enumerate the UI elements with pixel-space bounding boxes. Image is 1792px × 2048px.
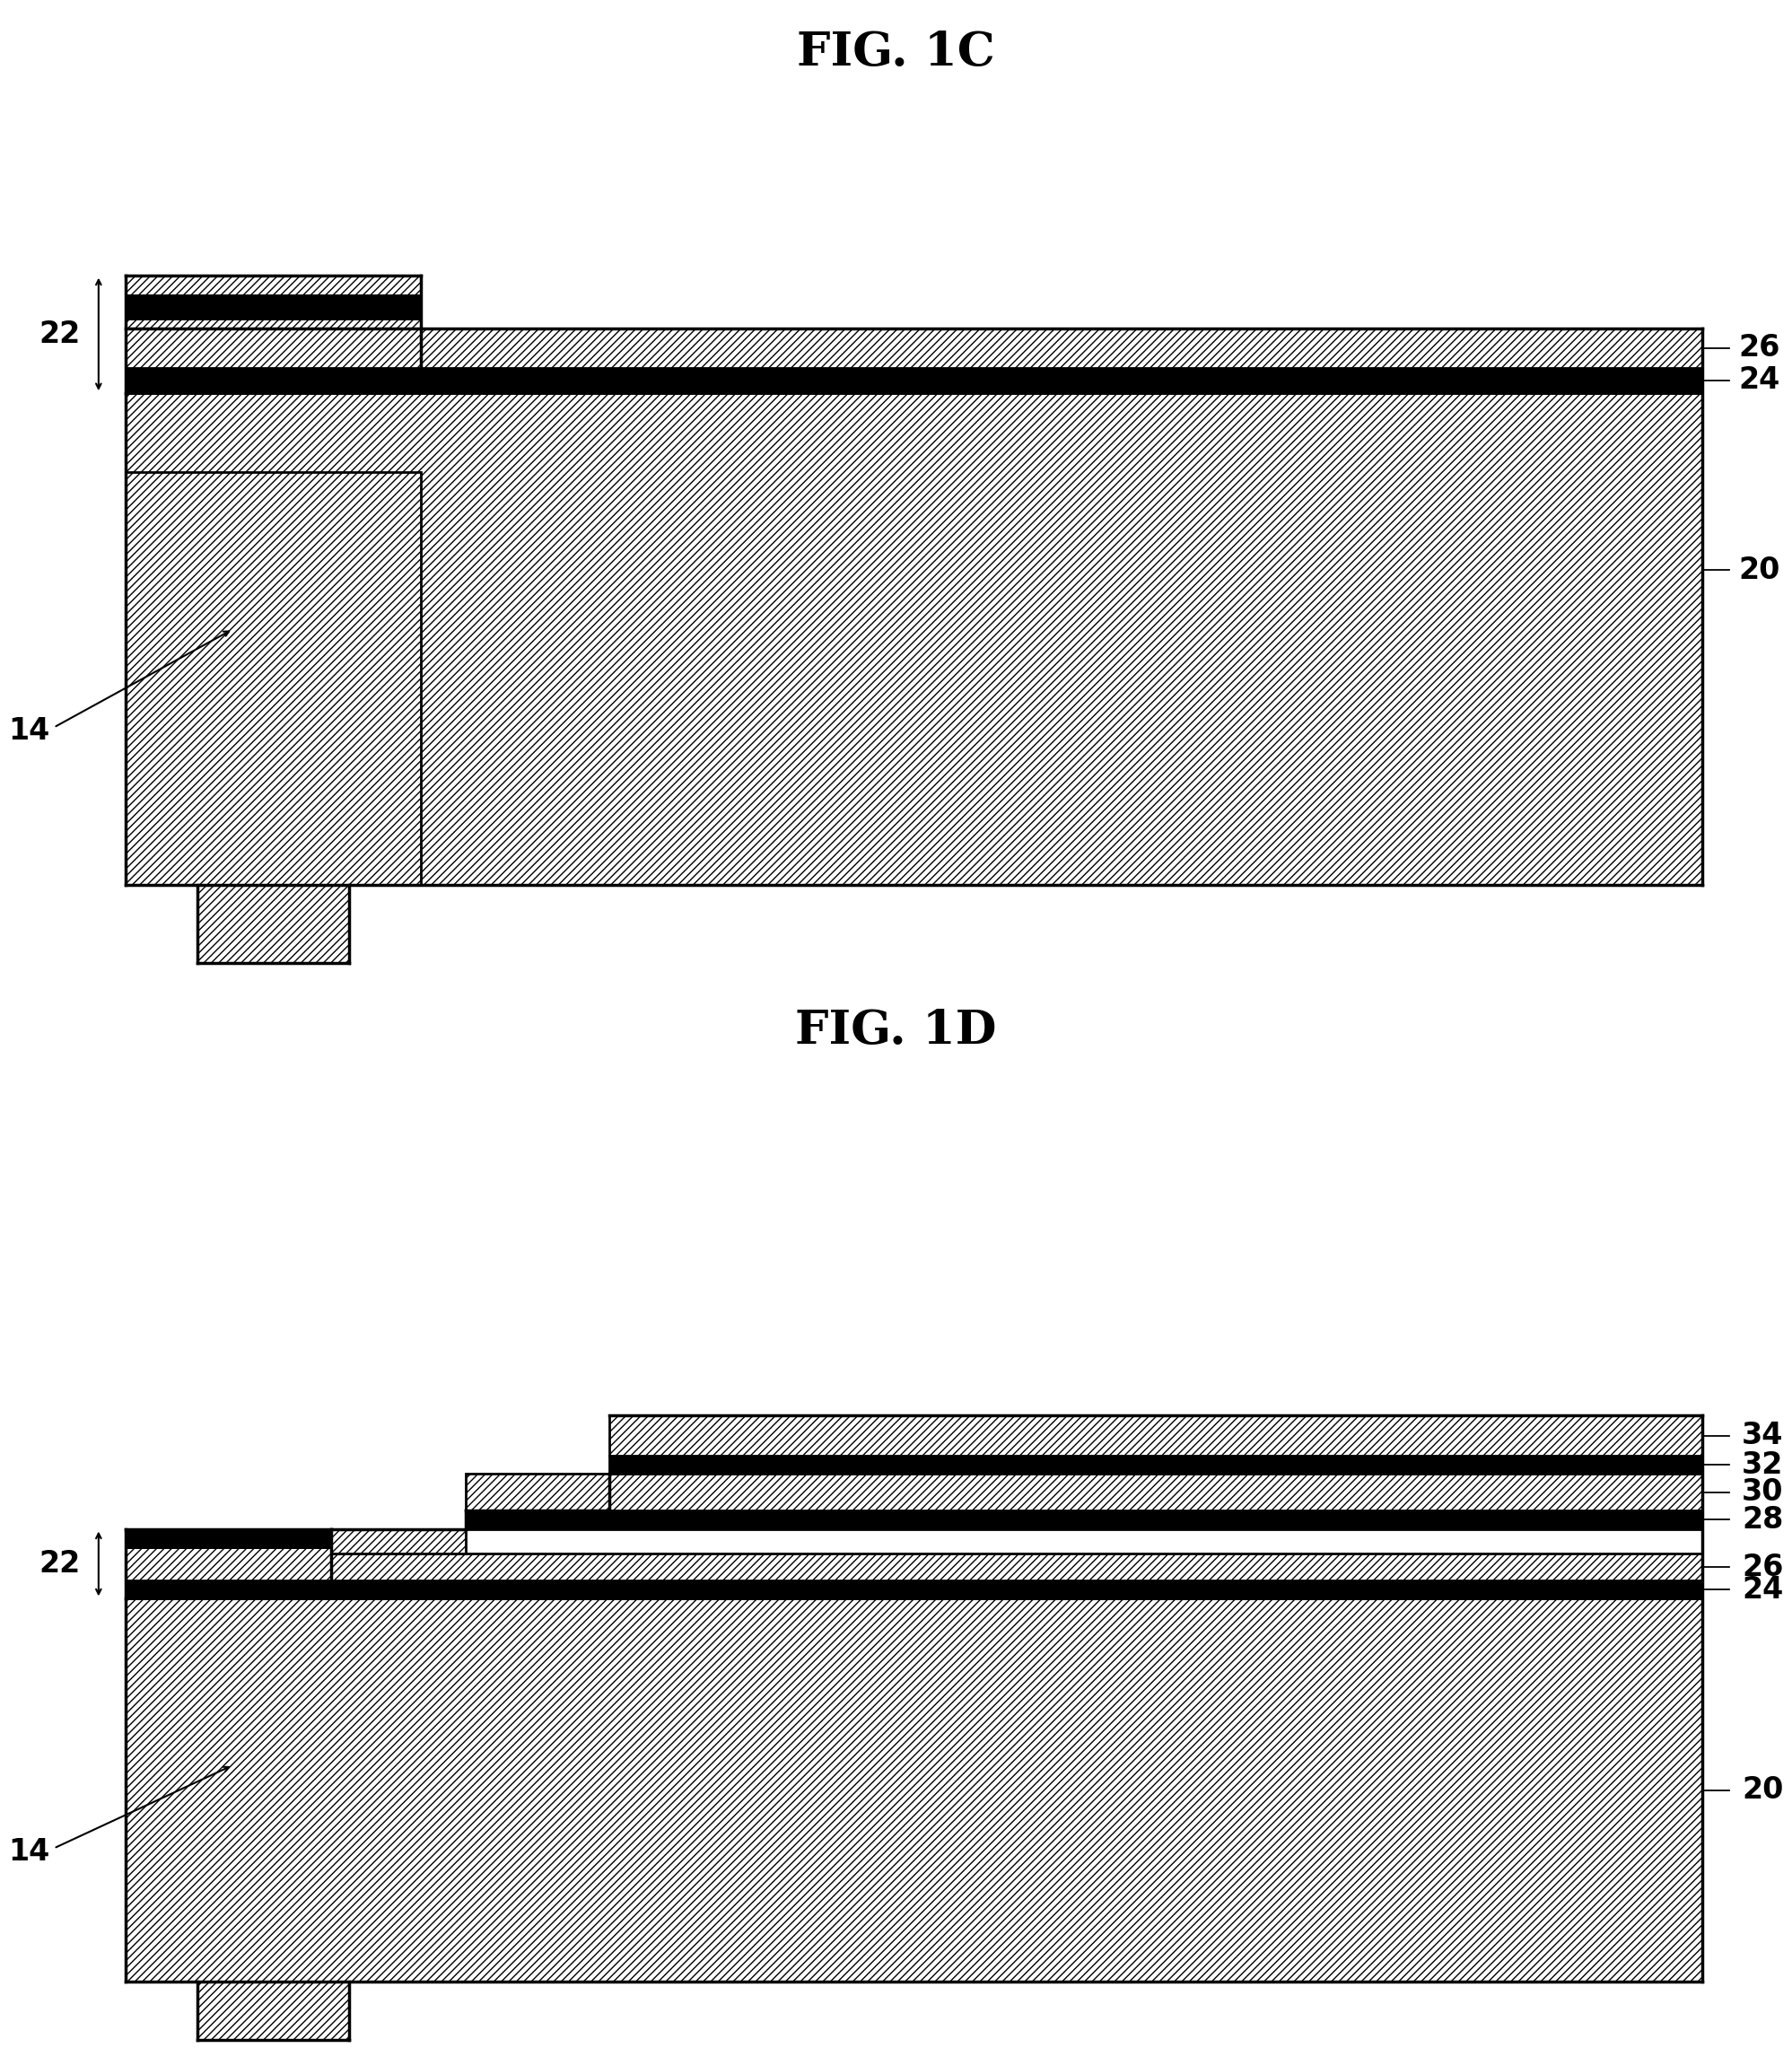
Bar (609, 1475, 1702, 1511)
Bar (125, 274, 421, 295)
Bar (332, 1528, 466, 1554)
Bar (609, 1415, 1702, 1456)
Text: 22: 22 (39, 319, 81, 348)
Bar (197, 1982, 349, 2040)
Bar (125, 319, 421, 369)
Bar (125, 1581, 332, 1599)
Text: 28: 28 (1742, 1505, 1783, 1534)
Text: 26: 26 (1742, 1552, 1783, 1581)
Text: 20: 20 (1742, 1776, 1783, 1804)
Text: 32: 32 (1742, 1450, 1783, 1479)
Text: 20: 20 (1738, 555, 1779, 586)
Bar (125, 369, 1702, 393)
Bar (125, 1599, 1702, 1982)
Bar (466, 1475, 609, 1511)
Text: 30: 30 (1742, 1477, 1783, 1507)
Bar (332, 1554, 1702, 1581)
Bar (609, 1456, 1702, 1475)
Text: FIG. 1C: FIG. 1C (797, 29, 995, 76)
Text: 24: 24 (1738, 367, 1779, 395)
Text: 26: 26 (1738, 334, 1779, 362)
Text: 14: 14 (9, 717, 50, 745)
Bar (466, 1511, 1702, 1528)
Bar (125, 1528, 332, 1546)
Text: FIG. 1D: FIG. 1D (796, 1008, 996, 1055)
Text: 22: 22 (39, 1548, 81, 1579)
Text: 34: 34 (1742, 1421, 1783, 1450)
Bar (125, 1581, 1702, 1599)
Bar (125, 471, 421, 885)
Bar (197, 885, 349, 963)
Bar (125, 1546, 332, 1581)
Text: 24: 24 (1742, 1575, 1783, 1604)
Bar (125, 393, 1702, 885)
Text: 14: 14 (9, 1837, 50, 1866)
Bar (125, 295, 421, 319)
Bar (125, 369, 421, 393)
Bar (421, 328, 1702, 369)
